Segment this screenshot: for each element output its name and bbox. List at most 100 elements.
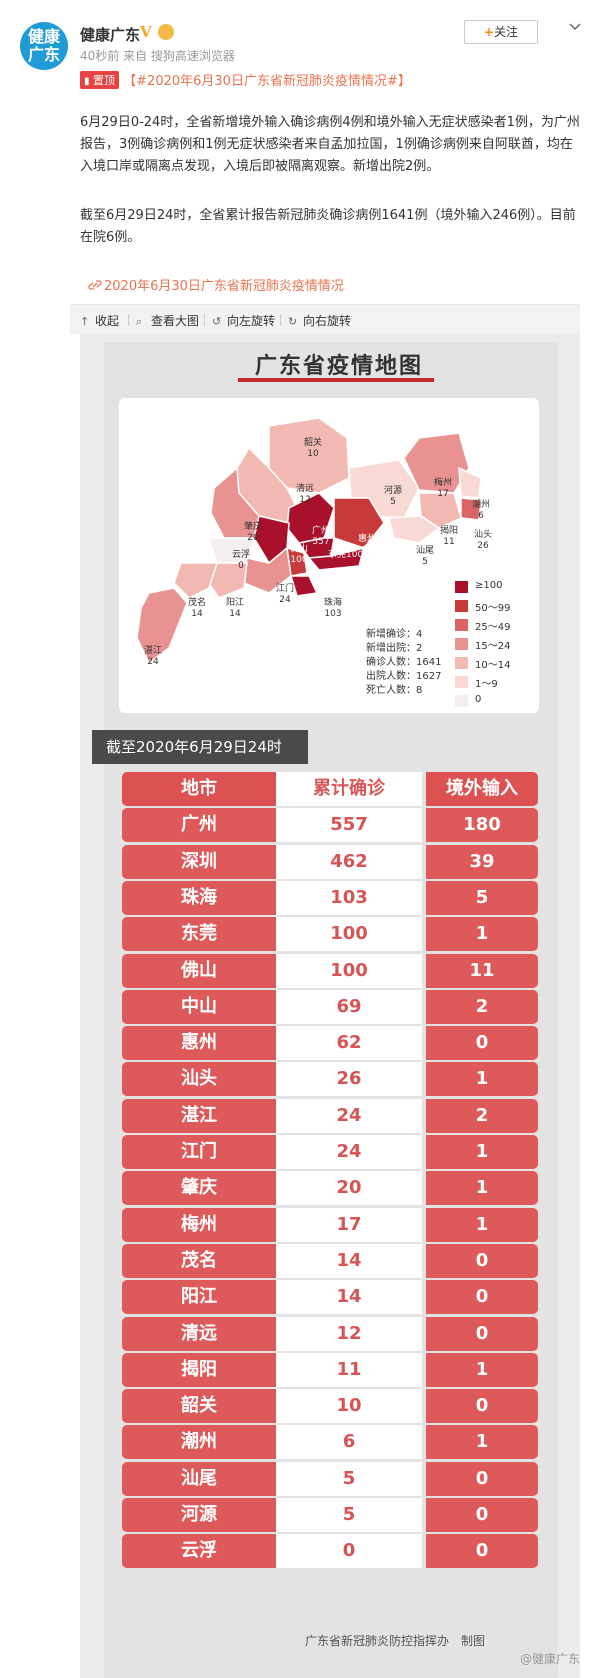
region-yunfu (207, 537, 255, 564)
table-row: 中山 69 2 (122, 989, 538, 1024)
city-cell: 清远 (122, 1316, 276, 1351)
city-cell: 阳江 (122, 1280, 276, 1315)
collapse-label: 收起 (95, 314, 120, 328)
region-shenzhen (307, 546, 366, 571)
city-cell: 珠海 (122, 880, 276, 915)
map-label-yangjiang: 阳江 14 (226, 598, 245, 619)
avatar[interactable]: 健康 广东 (20, 22, 68, 70)
map-label-huizhou: 惠州 62 (358, 534, 377, 555)
stat-new-confirmed: 新增确诊：4 (366, 629, 423, 640)
table-row: 韶关 10 0 (122, 1389, 538, 1424)
imported-cell: 0 (426, 1280, 538, 1315)
chevron-down-icon[interactable] (568, 18, 582, 32)
table-row: 广州 557 180 (122, 808, 538, 843)
table-row: 汕尾 5 0 (122, 1461, 538, 1496)
imported-cell: 0 (426, 1243, 538, 1278)
imported-cell: 1 (426, 1171, 538, 1206)
imported-cell: 0 (426, 1498, 538, 1532)
guangdong-map (136, 417, 482, 665)
legend-item: 25～49 (455, 618, 535, 633)
imported-cell: 39 (426, 844, 538, 879)
map-label-qingyuan: 清远 12 (296, 484, 315, 505)
legend-item: ≥100 (455, 580, 535, 594)
table-header-row: 地市 累计确诊 境外输入 (122, 772, 538, 806)
hashtag-link[interactable]: 【#2020年6月30日广东省新冠肺炎疫情情况#】 (123, 74, 411, 89)
map-label-shantou: 汕头 26 (474, 530, 493, 551)
divider (128, 314, 129, 326)
user-name[interactable]: 健康广东 (80, 26, 141, 44)
region-maoming (173, 562, 219, 599)
medal-icon (158, 24, 174, 40)
region-zhuhai (289, 575, 319, 597)
map-label-shaoguan: 韶关 10 (304, 438, 323, 459)
legend-item: 1～9 (455, 675, 535, 690)
link-icon (88, 278, 102, 292)
region-shantou (460, 497, 482, 521)
map-label-yunfu: 云浮 0 (232, 550, 251, 571)
topic-link[interactable]: 2020年6月30日广东省新冠肺炎疫情情况 (88, 275, 344, 294)
view-large-button[interactable]: ⌕ 查看大图 (136, 312, 199, 329)
table-row: 惠州 62 0 (122, 1026, 538, 1061)
confirmed-cell: 14 (276, 1243, 422, 1278)
city-cell: 河源 (122, 1498, 276, 1532)
legend-swatch (455, 638, 468, 650)
top-row: ▮ 置顶 【#2020年6月30日广东省新冠肺炎疫情情况#】 (80, 70, 411, 89)
pinned-badge: ▮ 置顶 (80, 70, 120, 89)
imported-cell: 11 (426, 953, 538, 988)
legend-item: 15～24 (455, 637, 535, 652)
map-panel (119, 398, 539, 713)
confirmed-cell: 26 (276, 1062, 422, 1097)
view-large-label: 查看大图 (151, 314, 200, 328)
rotate-right-button[interactable]: ↻ 向右旋转 (288, 312, 351, 329)
map-label-jiangmen: 江门 24 (276, 584, 295, 605)
confirmed-cell: 10 (276, 1389, 422, 1424)
legend-swatch (455, 676, 468, 688)
table-row: 梅州 17 1 (122, 1207, 538, 1242)
map-label-maoming: 茂名 14 (188, 598, 207, 619)
confirmed-cell: 462 (276, 844, 422, 879)
confirmed-cell: 17 (276, 1207, 422, 1242)
table-row: 揭阳 11 1 (122, 1352, 538, 1387)
collapse-button[interactable]: ↑ 收起 (80, 312, 119, 329)
imported-cell: 1 (426, 1352, 538, 1387)
pin-icon: ▮ (84, 75, 90, 87)
follow-button[interactable]: +关注 (464, 20, 538, 44)
legend-swatch (455, 657, 468, 669)
table-row: 清远 12 0 (122, 1316, 538, 1351)
region-huizhou (333, 497, 385, 549)
map-label-zhongshan: 中山 69 (310, 572, 329, 593)
legend-item: 0 (455, 694, 535, 708)
stat-deaths: 死亡人数：8 (366, 685, 423, 696)
table-row: 云浮 0 0 (122, 1534, 538, 1569)
divider (204, 314, 205, 326)
map-label-zhuhai: 珠海 103 (324, 598, 343, 619)
confirmed-cell: 20 (276, 1171, 422, 1206)
header-imported: 境外输入 (426, 772, 538, 806)
confirmed-cell: 12 (276, 1316, 422, 1351)
map-label-shenzhen: 深圳 462 (346, 570, 365, 591)
table-row: 深圳 462 39 (122, 844, 538, 879)
imported-cell: 1 (426, 1425, 538, 1460)
post-meta: 40秒前 来自 搜狗高速浏览器 (80, 49, 235, 63)
imported-cell: 2 (426, 1098, 538, 1133)
city-cell: 湛江 (122, 1098, 276, 1133)
table-row: 汕头 26 1 (122, 1062, 538, 1097)
map-label-guangzhou: 广州 557 (312, 526, 331, 547)
map-label-zhaoqing: 肇庆 20 (244, 522, 263, 543)
rotate-left-button[interactable]: ↺ 向左旋转 (212, 312, 275, 329)
region-shanwei (388, 515, 441, 544)
confirmed-cell: 100 (276, 953, 422, 988)
city-cell: 韶关 (122, 1389, 276, 1424)
city-cell: 潮州 (122, 1425, 276, 1460)
table-row: 肇庆 20 1 (122, 1171, 538, 1206)
region-zhanjiang (136, 587, 188, 665)
map-label-meizhou: 梅州 17 (434, 478, 453, 499)
post-paragraph-2: 截至6月29日24时，全省累计报告新冠肺炎确诊病例1641例（境外输入246例）… (80, 208, 576, 245)
city-cell: 惠州 (122, 1026, 276, 1061)
avatar-text-2: 广东 (27, 45, 60, 64)
imported-cell: 0 (426, 1026, 538, 1061)
imported-cell: 1 (426, 1062, 538, 1097)
topic-link-label: 2020年6月30日广东省新冠肺炎疫情情况 (104, 279, 344, 294)
watermark: @健康广东 (520, 1652, 581, 1666)
table-row: 河源 5 0 (122, 1498, 538, 1532)
